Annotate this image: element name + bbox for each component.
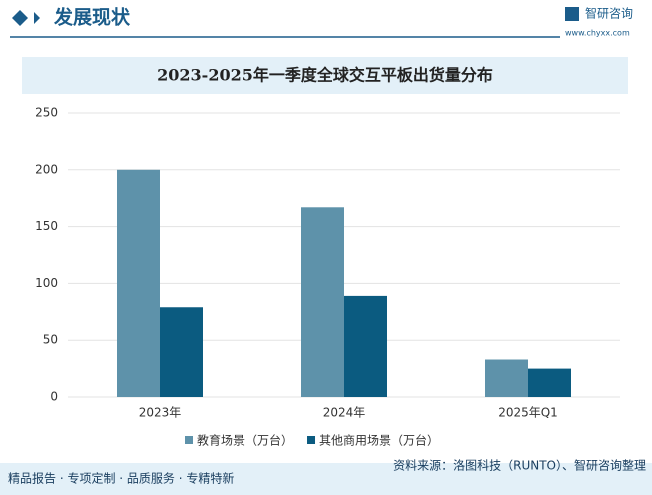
y-tick-label: 50 xyxy=(43,333,58,347)
legend-label: 其他商用场景（万台） xyxy=(319,433,439,448)
title-band xyxy=(22,57,628,94)
y-tick-label: 250 xyxy=(35,106,58,120)
x-tick-label: 2024年 xyxy=(323,406,366,420)
y-tick-label: 100 xyxy=(35,276,58,290)
legend-swatch xyxy=(185,436,193,444)
y-tick-label: 150 xyxy=(35,219,58,233)
footer-band xyxy=(0,463,652,495)
header-title: 发展现状 xyxy=(53,6,131,29)
x-tick-label: 2023年 xyxy=(139,406,182,420)
y-tick-label: 200 xyxy=(35,162,58,176)
bar xyxy=(117,169,160,397)
bar xyxy=(485,359,528,397)
x-tick-label: 2025年Q1 xyxy=(498,406,558,420)
footer-left: 精品报告 · 专项定制 · 品质服务 · 专精特新 xyxy=(8,471,234,486)
header-icon xyxy=(34,12,40,24)
bar xyxy=(160,307,203,397)
bar xyxy=(344,295,387,397)
logo-url: www.chyxx.com xyxy=(565,29,630,38)
legend-label: 教育场景（万台） xyxy=(197,433,293,448)
legend-swatch xyxy=(307,436,316,444)
footer-source: 资料来源：洛图科技（RUNTO）、智研咨询整理 xyxy=(393,458,646,473)
header-icon xyxy=(12,10,28,26)
y-tick-label: 0 xyxy=(50,390,58,404)
logo: 智研咨询 xyxy=(585,6,633,21)
chart-title: 2023-2025年一季度全球交互平板出货量分布 xyxy=(157,66,493,85)
bar xyxy=(301,207,344,397)
logo-icon xyxy=(565,7,579,21)
bar xyxy=(528,368,571,397)
